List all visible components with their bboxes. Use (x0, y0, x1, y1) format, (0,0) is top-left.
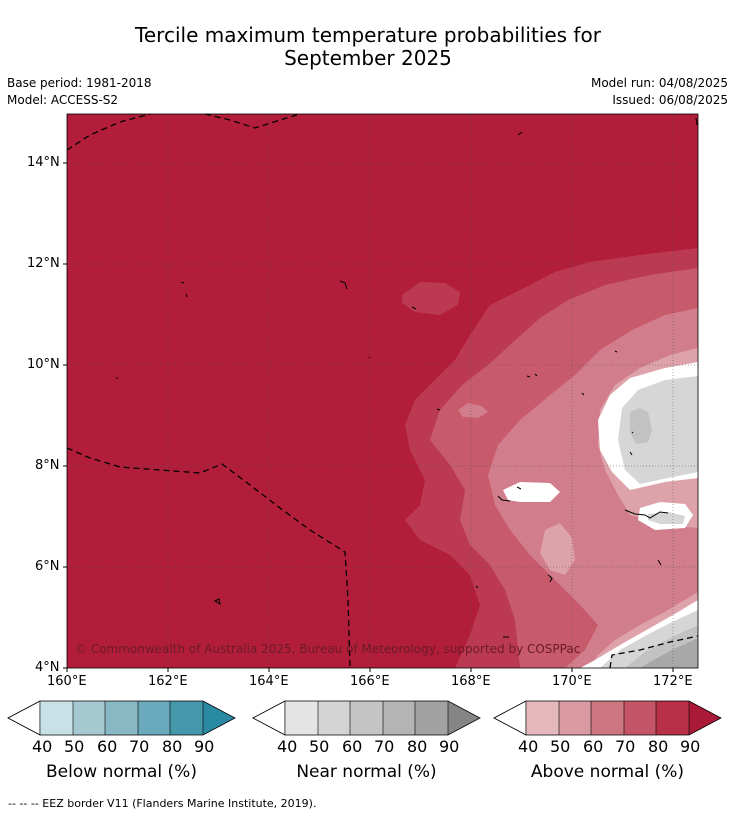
cb-near-label-50: 50 (309, 737, 330, 756)
cb-below-label-50: 50 (64, 737, 85, 756)
gridlines (67, 114, 698, 668)
map-border (66, 113, 699, 669)
cb-above-label-80: 80 (648, 737, 669, 756)
cb-near-seg3 (350, 701, 383, 735)
cb-near-label-90: 90 (439, 737, 460, 756)
cb-above-label-90: 90 (680, 737, 701, 756)
cb-below-seg1 (40, 701, 73, 735)
cb-below-seg2 (73, 701, 105, 735)
cb-near-seg4 (383, 701, 415, 735)
lon-tick-162e: 162°E (148, 674, 188, 689)
cb-above-label-40: 40 (518, 737, 539, 756)
cb-below-upper-arrow (203, 701, 235, 735)
near-60-blob (630, 408, 652, 444)
above-60-small (458, 403, 488, 418)
cb-below-title: Below normal (%) (46, 762, 197, 782)
colorbar-below (7, 700, 236, 736)
cb-near-title: Near normal (%) (296, 762, 437, 782)
lon-tick-172e: 172°E (653, 674, 693, 689)
issued-date: Issued: 06/08/2025 (612, 93, 728, 107)
cb-near-label-80: 80 (407, 737, 428, 756)
axis-ticks (63, 162, 674, 672)
model-run: Model run: 04/08/2025 (590, 76, 728, 90)
copyright-note: © Commonwealth of Australia 2025, Bureau… (75, 642, 580, 656)
cb-below-label-90: 90 (194, 737, 215, 756)
cb-near-label-70: 70 (374, 737, 395, 756)
above-50-blob (540, 523, 575, 575)
cb-above-lower-arrow (493, 700, 527, 736)
lat-tick-10n: 10°N (27, 357, 60, 372)
near-50-zone (618, 376, 698, 484)
cb-above-seg2 (559, 701, 591, 735)
cb-above-seg5 (656, 701, 689, 735)
colorbar-above (493, 700, 722, 736)
cb-near-lower-arrow (252, 700, 286, 736)
cb-near-seg2 (318, 701, 350, 735)
cb-near-label-60: 60 (342, 737, 363, 756)
cb-near-label-40: 40 (277, 737, 298, 756)
cb-above-label-70: 70 (615, 737, 636, 756)
cb-below-seg5 (170, 701, 203, 735)
cb-below-seg3 (105, 701, 138, 735)
lat-tick-14n: 14°N (27, 155, 60, 170)
title-line1: Tercile maximum temperature probabilitie… (135, 23, 601, 47)
lat-tick-6n: 6°N (35, 559, 60, 574)
lon-tick-170e: 170°E (552, 674, 592, 689)
lon-tick-164e: 164°E (249, 674, 289, 689)
cb-below-label-40: 40 (32, 737, 53, 756)
eez-borders (67, 114, 698, 668)
cb-above-label-60: 60 (583, 737, 604, 756)
cb-below-seg4 (138, 701, 170, 735)
cb-above-upper-arrow (689, 701, 721, 735)
cb-above-label-50: 50 (550, 737, 571, 756)
lat-tick-4n: 4°N (35, 660, 60, 675)
cb-above-seg3 (591, 701, 624, 735)
cb-above-seg4 (624, 701, 656, 735)
colorbar-near (252, 700, 481, 736)
model-name: Model: ACCESS-S2 (7, 93, 119, 107)
cb-above-seg1 (526, 701, 559, 735)
lon-tick-168e: 168°E (451, 674, 491, 689)
lat-tick-12n: 12°N (27, 256, 60, 271)
cb-above-title: Above normal (%) (530, 762, 685, 782)
cb-near-seg1 (285, 701, 318, 735)
lat-tick-8n: 8°N (35, 458, 60, 473)
cb-below-label-80: 80 (162, 737, 183, 756)
cb-near-upper-arrow (448, 701, 480, 735)
near-70-south (640, 638, 698, 668)
cb-below-label-60: 60 (97, 737, 118, 756)
cb-below-lower-arrow (7, 700, 41, 736)
lon-tick-166e: 166°E (350, 674, 390, 689)
base-period: Base period: 1981-2018 (7, 76, 152, 90)
cb-near-seg5 (415, 701, 448, 735)
near-50-small (648, 512, 685, 524)
islands (116, 117, 698, 638)
lon-tick-160e: 160°E (47, 674, 87, 689)
map-area (67, 114, 698, 668)
title-line2: September 2025 (284, 46, 452, 70)
eez-footer-note: -- -- -- EEZ border V11 (Flanders Marine… (8, 797, 317, 810)
cb-below-label-70: 70 (129, 737, 150, 756)
above-80-island (402, 282, 460, 315)
